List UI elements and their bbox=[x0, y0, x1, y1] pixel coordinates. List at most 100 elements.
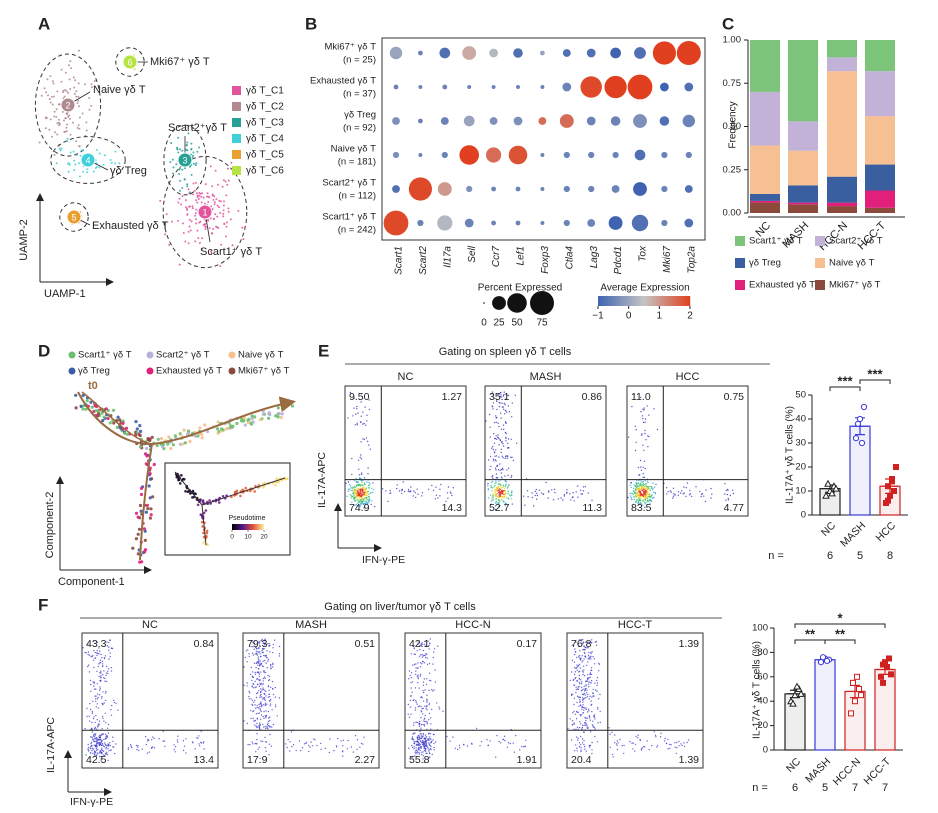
cell-dot bbox=[638, 479, 640, 482]
bar-segment bbox=[865, 164, 895, 191]
cell-dot bbox=[579, 715, 582, 717]
cell-dot bbox=[249, 692, 251, 694]
cell-dot bbox=[142, 527, 147, 531]
cell-dot bbox=[499, 488, 501, 491]
cell-dot bbox=[589, 717, 591, 719]
cell-dot bbox=[222, 179, 225, 182]
cell-dot bbox=[263, 642, 265, 644]
cell-dot bbox=[510, 438, 512, 440]
cell-dot bbox=[96, 670, 98, 672]
cell-dot bbox=[446, 492, 449, 494]
expression-dot bbox=[540, 221, 545, 225]
cell-dot bbox=[203, 202, 206, 205]
cell-dot bbox=[422, 724, 424, 726]
y-tick-label: 20 bbox=[795, 462, 806, 473]
cell-dot bbox=[495, 415, 497, 417]
cell-dot bbox=[256, 677, 259, 680]
cell-dot bbox=[711, 493, 713, 495]
cell-dot bbox=[267, 722, 269, 724]
cell-dot bbox=[499, 742, 502, 744]
cell-dot bbox=[87, 665, 89, 668]
cell-dot bbox=[389, 489, 391, 492]
cell-dot bbox=[416, 752, 419, 754]
cell-dot bbox=[488, 413, 491, 416]
cell-dot bbox=[289, 750, 291, 752]
cell-dot bbox=[596, 679, 598, 682]
cell-dot bbox=[498, 490, 500, 492]
color-bar-step bbox=[602, 296, 605, 306]
cell-dot bbox=[276, 480, 279, 484]
cell-dot bbox=[353, 498, 355, 501]
cell-dot bbox=[263, 648, 265, 650]
data-point bbox=[797, 689, 805, 697]
cell-dot bbox=[507, 438, 510, 440]
cell-dot bbox=[169, 446, 173, 451]
cell-dot bbox=[252, 743, 254, 745]
cell-dot bbox=[640, 748, 643, 750]
cell-dot bbox=[141, 748, 143, 750]
cell-dot bbox=[116, 415, 120, 419]
cell-dot bbox=[316, 744, 318, 747]
cell-dot bbox=[357, 502, 359, 504]
cell-dot bbox=[184, 240, 187, 243]
cell-dot bbox=[94, 738, 96, 740]
cell-dot bbox=[90, 683, 92, 686]
cell-dot bbox=[501, 406, 504, 408]
cell-dot bbox=[582, 639, 584, 641]
cell-dot bbox=[101, 715, 104, 718]
cell-dot bbox=[163, 740, 166, 742]
expression-dot bbox=[462, 46, 477, 60]
cell-dot bbox=[152, 462, 156, 467]
cell-dot bbox=[66, 137, 69, 140]
color-bar-step bbox=[616, 296, 619, 306]
cell-dot bbox=[586, 647, 588, 649]
gating-title: Gating on spleen γδ T cells bbox=[439, 346, 572, 358]
legend-swatch bbox=[815, 280, 825, 290]
cell-dot bbox=[569, 679, 571, 682]
cell-dot bbox=[93, 753, 96, 756]
cell-dot bbox=[239, 494, 242, 498]
cell-dot bbox=[235, 421, 239, 426]
cell-dot bbox=[396, 487, 398, 490]
cell-dot bbox=[90, 742, 92, 745]
bar-segment bbox=[788, 40, 818, 122]
cell-dot bbox=[262, 665, 264, 668]
cell-dot bbox=[164, 745, 166, 748]
cell-dot bbox=[587, 661, 589, 663]
cell-dot bbox=[261, 704, 263, 707]
cell-dot bbox=[425, 645, 427, 647]
cell-dot bbox=[510, 491, 513, 493]
cell-dot bbox=[635, 500, 637, 503]
cell-dot bbox=[507, 394, 510, 397]
cell-dot bbox=[218, 501, 221, 504]
cell-dot bbox=[89, 679, 92, 682]
cell-dot bbox=[489, 740, 491, 742]
cell-dot bbox=[442, 710, 444, 712]
cell-dot bbox=[271, 666, 274, 668]
cell-dot bbox=[647, 492, 650, 495]
cell-dot bbox=[641, 489, 643, 492]
cell-dot bbox=[516, 442, 518, 444]
quadrant-percent: 1.27 bbox=[442, 391, 463, 403]
cell-dot bbox=[179, 179, 182, 182]
cell-dot bbox=[244, 486, 248, 490]
cell-dot bbox=[148, 739, 150, 741]
cell-dot bbox=[590, 703, 593, 706]
cell-dot bbox=[158, 738, 160, 740]
cell-dot bbox=[209, 165, 212, 168]
cell-dot bbox=[428, 719, 430, 721]
cell-dot bbox=[184, 199, 187, 202]
cell-dot bbox=[417, 676, 419, 678]
cell-dot bbox=[638, 494, 640, 497]
cell-dot bbox=[254, 724, 256, 726]
color-bar-step bbox=[630, 296, 633, 306]
color-bar-step bbox=[658, 296, 661, 306]
cell-dot bbox=[421, 663, 423, 665]
legend-label: Scart2⁺ γδ T bbox=[829, 236, 883, 247]
expression-dot bbox=[508, 145, 528, 165]
cell-dot bbox=[505, 422, 507, 424]
cell-dot bbox=[419, 666, 422, 668]
cell-dot bbox=[494, 467, 497, 469]
cell-dot bbox=[270, 698, 272, 701]
cell-dot bbox=[261, 682, 263, 684]
